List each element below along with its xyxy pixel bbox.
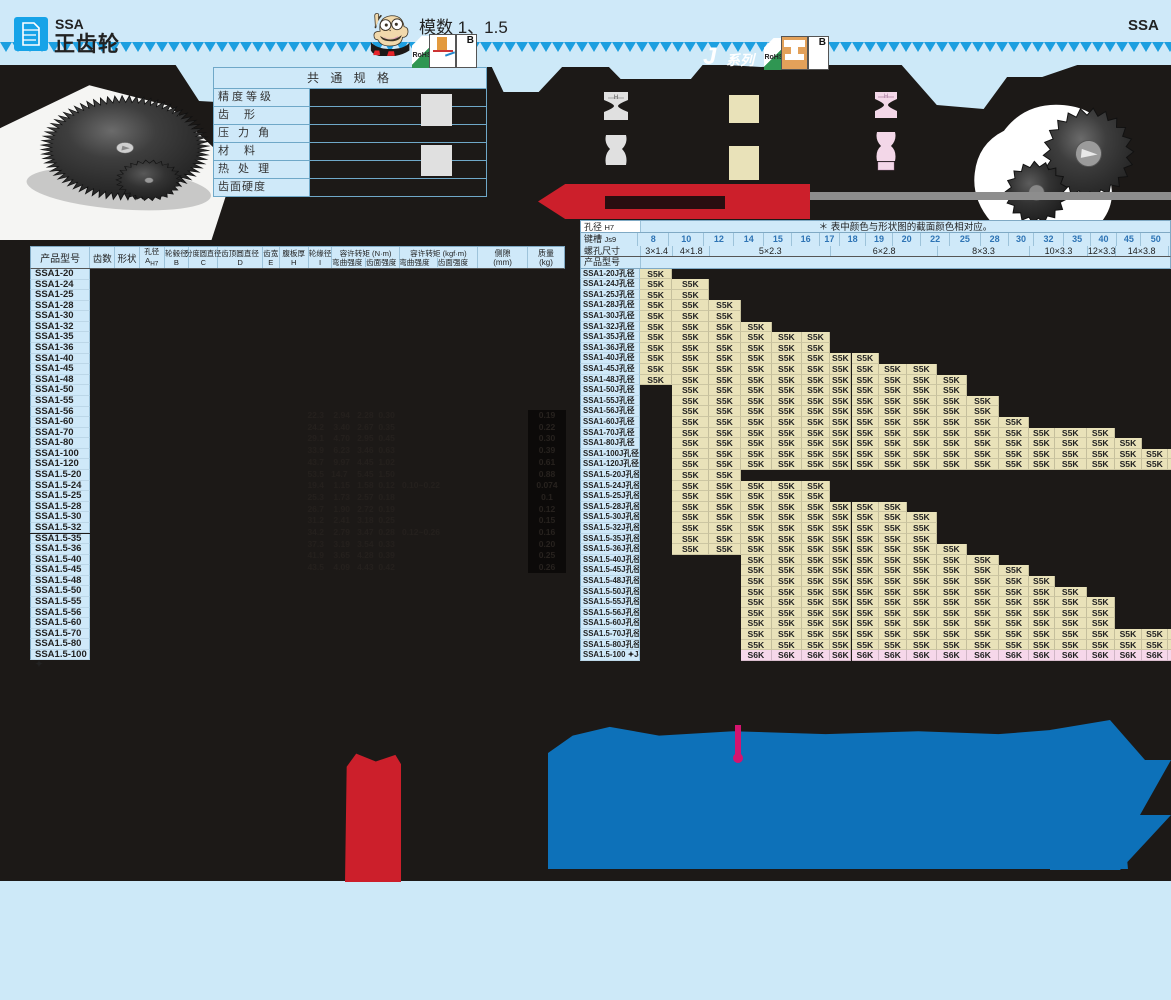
svg-text:H: H bbox=[614, 95, 618, 101]
svg-text:H: H bbox=[884, 94, 888, 100]
